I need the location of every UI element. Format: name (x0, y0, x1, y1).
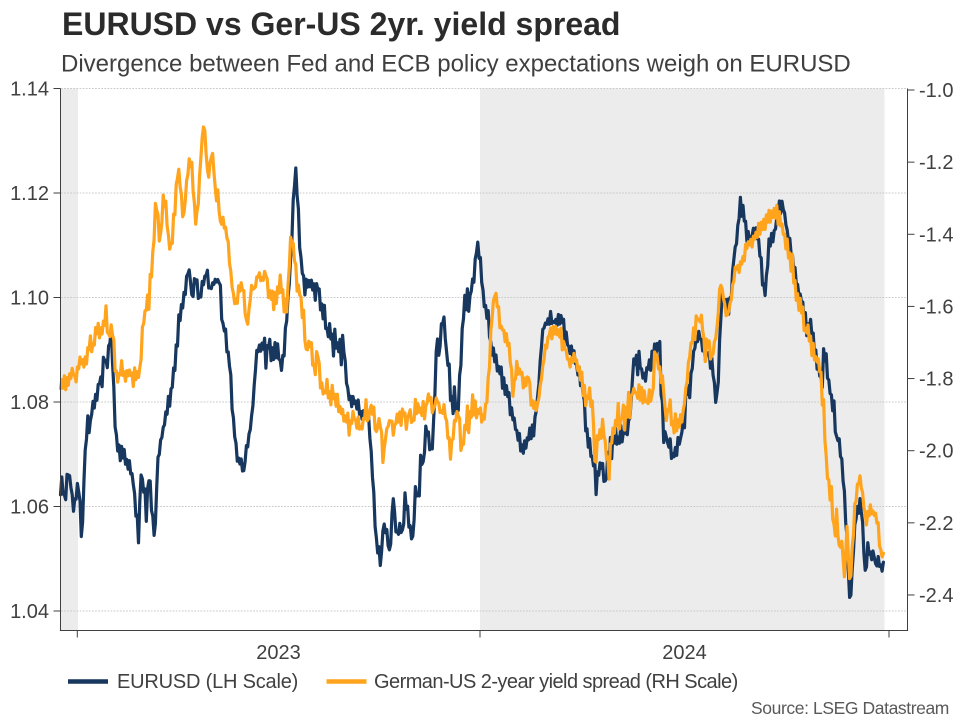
svg-text:-1.6: -1.6 (919, 296, 953, 318)
svg-text:EURUSD (LH Scale): EURUSD (LH Scale) (117, 671, 298, 693)
svg-text:German-US 2-year yield spread: German-US 2-year yield spread (RH Scale) (374, 671, 738, 693)
svg-text:-2.4: -2.4 (919, 585, 953, 607)
svg-text:1.04: 1.04 (10, 601, 49, 623)
svg-text:2023: 2023 (256, 642, 301, 664)
svg-text:-2.2: -2.2 (919, 513, 953, 535)
svg-text:2024: 2024 (662, 642, 707, 664)
svg-text:EURUSD vs Ger-US 2yr. yield sp: EURUSD vs Ger-US 2yr. yield spread (62, 6, 620, 42)
svg-text:-1.0: -1.0 (919, 80, 953, 102)
svg-text:1.14: 1.14 (10, 79, 49, 101)
svg-text:Source: LSEG Datastream: Source: LSEG Datastream (751, 698, 949, 718)
svg-text:-1.8: -1.8 (919, 369, 953, 391)
svg-text:Divergence between Fed and ECB: Divergence between Fed and ECB policy ex… (61, 51, 851, 78)
svg-text:1.08: 1.08 (10, 392, 49, 414)
svg-text:-1.4: -1.4 (919, 224, 953, 246)
svg-text:-2.0: -2.0 (919, 441, 953, 463)
svg-text:1.12: 1.12 (10, 183, 49, 205)
svg-text:1.10: 1.10 (10, 288, 49, 310)
svg-text:-1.2: -1.2 (919, 152, 953, 174)
svg-text:1.06: 1.06 (10, 497, 49, 519)
